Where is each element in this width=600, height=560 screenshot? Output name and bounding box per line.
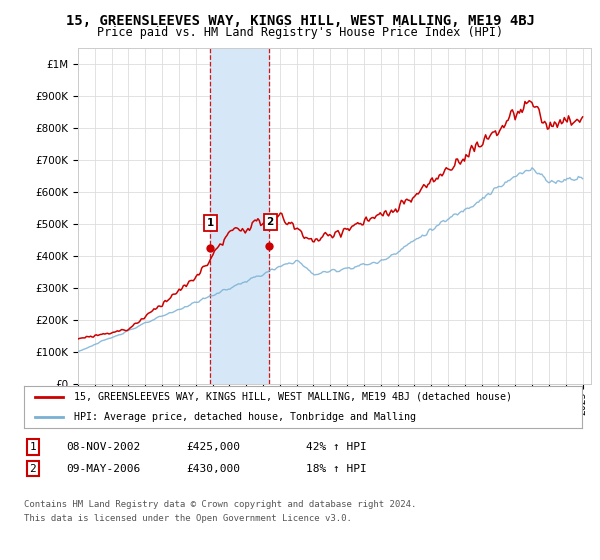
Text: 15, GREENSLEEVES WAY, KINGS HILL, WEST MALLING, ME19 4BJ (detached house): 15, GREENSLEEVES WAY, KINGS HILL, WEST M… (74, 392, 512, 402)
Text: 42% ↑ HPI: 42% ↑ HPI (306, 442, 367, 452)
Text: £430,000: £430,000 (186, 464, 240, 474)
Text: 09-MAY-2006: 09-MAY-2006 (66, 464, 140, 474)
Text: Price paid vs. HM Land Registry's House Price Index (HPI): Price paid vs. HM Land Registry's House … (97, 26, 503, 39)
Text: This data is licensed under the Open Government Licence v3.0.: This data is licensed under the Open Gov… (24, 514, 352, 523)
Text: 18% ↑ HPI: 18% ↑ HPI (306, 464, 367, 474)
Text: 2: 2 (266, 217, 274, 227)
Text: 1: 1 (207, 218, 215, 228)
Text: £425,000: £425,000 (186, 442, 240, 452)
Text: 08-NOV-2002: 08-NOV-2002 (66, 442, 140, 452)
Text: HPI: Average price, detached house, Tonbridge and Malling: HPI: Average price, detached house, Tonb… (74, 412, 416, 422)
Text: 2: 2 (29, 464, 37, 474)
Text: Contains HM Land Registry data © Crown copyright and database right 2024.: Contains HM Land Registry data © Crown c… (24, 500, 416, 509)
Bar (210, 48, 269, 384)
Text: 1: 1 (29, 442, 37, 452)
Text: 15, GREENSLEEVES WAY, KINGS HILL, WEST MALLING, ME19 4BJ: 15, GREENSLEEVES WAY, KINGS HILL, WEST M… (65, 14, 535, 28)
